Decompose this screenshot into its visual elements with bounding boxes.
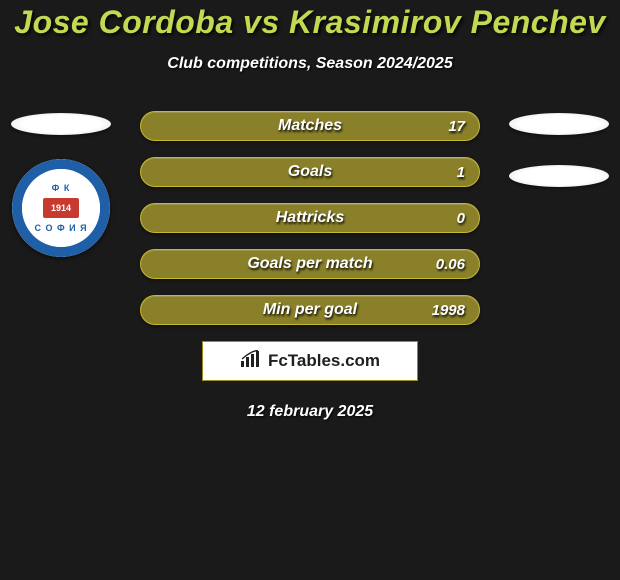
stat-label: Matches <box>141 112 479 140</box>
chart-icon <box>240 350 262 373</box>
page-title: Jose Cordoba vs Krasimirov Penchev <box>0 0 620 41</box>
stat-label: Hattricks <box>141 204 479 232</box>
player2-oval-1 <box>509 113 609 135</box>
badge-bottom-text: С О Ф И Я <box>22 223 100 233</box>
comparison-stage: Ф К 1914 С О Ф И Я Matches17 Goals1 Hattri… <box>0 111 620 325</box>
stat-bars: Matches17 Goals1 Hattricks0 Goals per match… <box>140 111 480 325</box>
stat-bar: Hattricks0 <box>140 203 480 233</box>
stat-label: Goals <box>141 158 479 186</box>
stat-bar: Min per goal1998 <box>140 295 480 325</box>
brand-box: FcTables.com <box>202 341 418 381</box>
subtitle: Club competitions, Season 2024/2025 <box>0 55 620 73</box>
badge-center: 1914 <box>43 198 79 218</box>
brand-text: FcTables.com <box>268 351 380 371</box>
stat-label: Min per goal <box>141 296 479 324</box>
stat-value: 17 <box>448 112 465 140</box>
left-player-col: Ф К 1914 С О Ф И Я <box>6 111 116 257</box>
stat-label: Goals per match <box>141 250 479 278</box>
stat-value: 1998 <box>432 296 465 324</box>
badge-inner: Ф К 1914 С О Ф И Я <box>22 169 100 247</box>
badge-top-text: Ф К <box>22 183 100 193</box>
stat-bar: Goals1 <box>140 157 480 187</box>
player1-oval <box>11 113 111 135</box>
date-line: 12 february 2025 <box>0 403 620 421</box>
stat-bar: Goals per match0.06 <box>140 249 480 279</box>
stat-value: 0 <box>457 204 465 232</box>
player2-oval-2 <box>509 165 609 187</box>
stat-bar: Matches17 <box>140 111 480 141</box>
stat-value: 0.06 <box>436 250 465 278</box>
right-player-col <box>504 111 614 187</box>
club-badge: Ф К 1914 С О Ф И Я <box>12 159 110 257</box>
badge-year: 1914 <box>51 203 71 213</box>
stat-value: 1 <box>457 158 465 186</box>
